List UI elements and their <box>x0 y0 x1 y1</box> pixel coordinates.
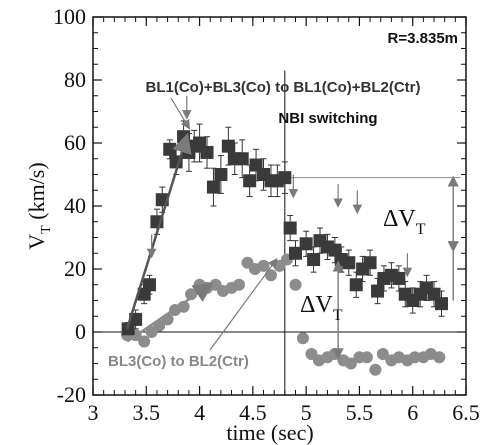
delta-vt-lower-sub: T <box>333 307 343 324</box>
data-point-square <box>288 246 302 260</box>
data-point-circle <box>138 335 151 348</box>
lower-label-pointer <box>209 258 278 351</box>
delta-vt-lower: ΔVT <box>300 292 343 324</box>
axis-title-y-v: V <box>24 234 49 250</box>
data-point-square <box>206 180 220 194</box>
x-tick-label: 4.5 <box>239 400 267 425</box>
y-tick-label: -20 <box>57 382 86 407</box>
data-point-circle <box>264 269 277 282</box>
data-point-square <box>129 312 143 326</box>
x-axis-tick-labels: 3 3.5 4 4.5 5 5.5 6 6.5 <box>88 400 480 425</box>
upper-transition-label: BL1(Co)+BL3(Co) to BL1(Co)+BL2(Ctr) <box>146 79 421 96</box>
axis-title-y-sub: T <box>39 225 54 234</box>
axis-title-x: time (sec) <box>226 420 313 445</box>
y-tick-label: 0 <box>75 319 86 344</box>
data-point-square <box>434 297 448 311</box>
axis-title-y-unit: (km/s) <box>24 162 49 225</box>
data-point-square <box>163 142 177 156</box>
data-point-square <box>235 152 249 166</box>
nbi-switching-label: NBI switching <box>278 110 377 127</box>
data-point-circle <box>360 351 373 364</box>
y-tick-label: 80 <box>64 67 86 92</box>
data-point-square <box>142 278 156 292</box>
data-point-circle <box>289 278 302 291</box>
y-tick-label: 60 <box>64 130 86 155</box>
data-point-square <box>349 278 363 292</box>
x-tick-label: 6 <box>407 400 418 425</box>
y-tick-label: 20 <box>64 256 86 281</box>
data-point-square <box>363 256 377 270</box>
radius-label: R=3.835m <box>388 30 458 47</box>
x-tick-label: 3 <box>88 400 99 425</box>
data-point-square <box>283 221 297 235</box>
x-tick-label: 5.5 <box>346 400 374 425</box>
trend-line-lower <box>126 282 214 343</box>
data-point-circle <box>296 332 309 345</box>
delta-vt-upper-symbol: ΔV <box>383 206 416 232</box>
data-point-square <box>371 284 385 298</box>
data-point-square <box>278 171 292 185</box>
trend-line-upper <box>125 132 192 330</box>
data-point-square <box>200 145 214 159</box>
lower-transition-label: BL3(Co) to BL2(Ctr) <box>108 353 249 370</box>
x-tick-label: 5 <box>301 400 312 425</box>
delta-vt-upper: ΔVT <box>383 206 426 238</box>
data-point-square <box>299 237 313 251</box>
y-tick-label: 40 <box>64 193 86 218</box>
data-point-circle <box>233 278 246 291</box>
x-tick-label: 3.5 <box>133 400 161 425</box>
y-axis-tick-labels: -20 0 20 40 60 80 100 <box>53 4 86 407</box>
data-point-circle <box>376 348 389 361</box>
data-point-square <box>342 256 356 270</box>
data-point-square <box>243 174 257 188</box>
x-axis-ticks <box>92 17 467 395</box>
x-tick-label: 4 <box>194 400 205 425</box>
delta-vt-lower-symbol: ΔV <box>300 292 333 318</box>
delta-vt-upper-sub: T <box>416 221 426 238</box>
data-point-circle <box>369 363 382 376</box>
data-point-circle <box>257 259 270 272</box>
upper-label-pointer <box>170 97 190 130</box>
data-point-square <box>221 139 235 153</box>
x-tick-label: 6.5 <box>452 400 480 425</box>
data-point-square <box>392 271 406 285</box>
axis-title-y: VT (km/s) <box>24 162 54 249</box>
y-tick-label: 100 <box>53 4 86 29</box>
annotation-arrows <box>125 95 459 360</box>
data-point-circle <box>433 351 446 364</box>
data-point-square <box>214 168 228 181</box>
data-point-circle <box>344 357 357 370</box>
data-point-square <box>307 253 321 267</box>
data-point-circle <box>408 351 421 364</box>
